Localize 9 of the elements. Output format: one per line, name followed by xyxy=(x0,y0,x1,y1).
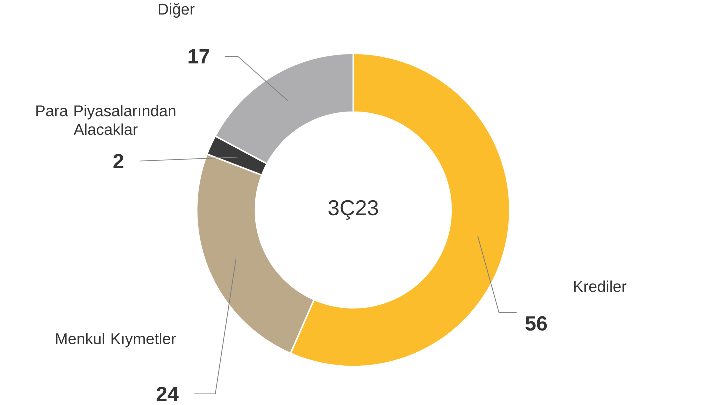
data-label: 2 xyxy=(114,154,124,169)
slice-label: Diğer xyxy=(159,3,195,18)
data-label: 24 xyxy=(156,387,179,402)
slice-label: Para Piyasalarından Alacaklar xyxy=(36,105,176,136)
data-label: 56 xyxy=(526,316,548,332)
slice-label: Menkul Kıymetler xyxy=(56,333,176,348)
slice-label: Krediler xyxy=(574,281,627,292)
data-label: 17 xyxy=(188,50,210,64)
text: 3Ç23 xyxy=(328,200,378,220)
